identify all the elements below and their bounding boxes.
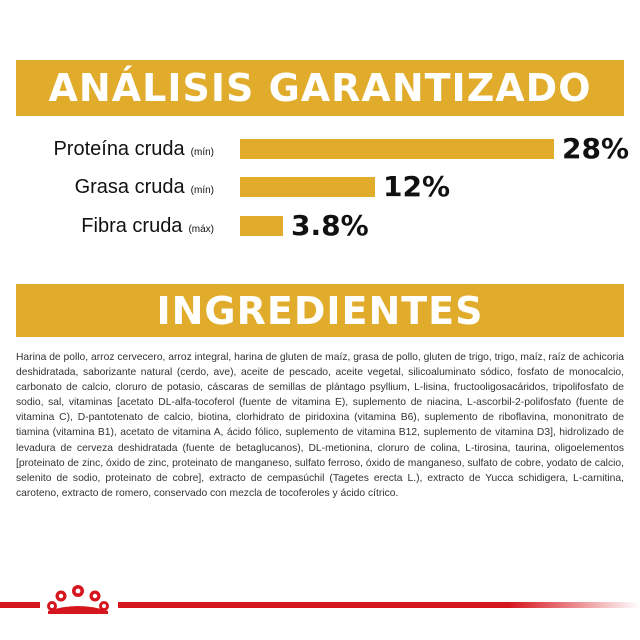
analysis-banner: ANÁLISIS GARANTIZADO [16,60,624,116]
analysis-row-label: Proteína cruda (mín) [53,132,214,166]
nutrient-qualifier: (mín) [190,185,214,196]
analysis-row-fat: Grasa cruda (mín) 12% [0,170,640,204]
nutrient-bar [240,216,283,236]
analysis-title: ANÁLISIS GARANTIZADO [48,66,592,110]
ingredients-banner: INGREDIENTES [16,284,624,337]
analysis-row-fiber: Fibra cruda (máx) 3.8% [0,209,640,243]
nutrient-bar [240,177,375,197]
footer [0,584,640,624]
nutrient-name: Grasa cruda [74,176,185,198]
ingredients-title: INGREDIENTES [156,288,484,333]
analysis-row-protein: Proteína cruda (mín) 28% [0,132,640,166]
footer-red-line-right [118,602,640,608]
footer-red-line-left [0,602,40,608]
analysis-row-label: Grasa cruda (mín) [75,170,214,204]
ingredients-list: Harina de pollo, arroz cervecero, arroz … [16,352,624,499]
royal-canin-crown-icon [47,585,109,614]
nutrient-qualifier: (mín) [190,147,214,158]
nutrient-qualifier: (máx) [188,224,214,235]
nutrient-value: 28% [562,132,630,165]
nutrient-value: 12% [383,170,451,203]
nutrient-bar [240,139,554,159]
analysis-row-label: Fibra cruda (máx) [81,209,214,243]
nutrient-name: Fibra cruda [81,215,183,237]
nutrient-name: Proteína cruda [53,138,185,160]
nutrient-value: 3.8% [291,209,369,242]
